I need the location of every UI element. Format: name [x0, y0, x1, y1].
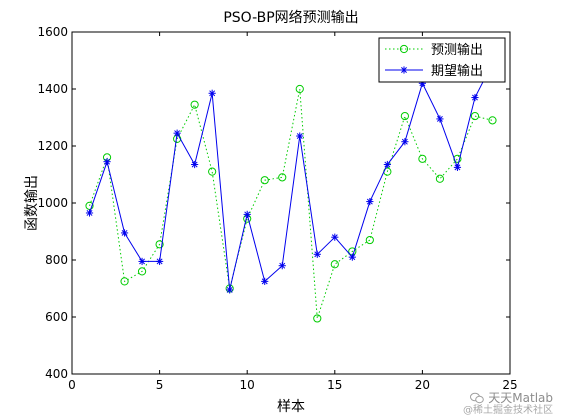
series-2-point — [103, 158, 111, 166]
x-tick-label: 20 — [415, 378, 430, 392]
watermark-brand-row: 天天Matlab — [470, 390, 553, 405]
star-stroke — [244, 211, 251, 218]
star-stroke — [472, 94, 478, 101]
legend-marker-1 — [399, 44, 409, 54]
series-1-point — [435, 174, 445, 183]
axis-ticks: 0 5 10 15 20 25 400 600 800 1000 1200 1400 1600 — [37, 25, 517, 392]
series-1-point — [330, 260, 339, 269]
legend-label-2: 期望输出 — [431, 63, 483, 79]
watermark: 天天Matlab @稀土掘金技术社区 — [463, 390, 553, 416]
star-stroke — [366, 198, 373, 205]
series-1-point — [155, 240, 164, 249]
series-2-point — [331, 233, 339, 241]
x-tick-label: 15 — [327, 378, 342, 392]
series-1-point — [470, 111, 480, 121]
series-2-point — [191, 160, 199, 169]
series-1-point — [137, 267, 147, 276]
star-stroke — [261, 278, 268, 285]
y-tick-label: 1600 — [37, 25, 68, 39]
y-tick-label: 1000 — [37, 196, 68, 210]
series-2-point — [156, 257, 164, 266]
series-2-point — [243, 210, 251, 218]
chart-title: PSO-BP网络预测输出 — [223, 10, 358, 26]
legend-marker-2 — [400, 66, 408, 74]
y-tick-label: 400 — [45, 367, 68, 381]
series-2-point — [401, 138, 409, 146]
series-1-point — [313, 314, 322, 323]
series-2-point — [261, 277, 269, 285]
series-2-point — [138, 257, 146, 266]
series-line-1 — [89, 88, 493, 319]
x-tick-label: 5 — [156, 378, 164, 392]
star-stroke — [86, 210, 93, 216]
series-1-point — [260, 176, 269, 185]
x-tick-label: 0 — [68, 378, 76, 392]
series-2-point — [383, 160, 391, 169]
series-2-point — [278, 262, 286, 270]
star-stroke — [296, 133, 303, 139]
watermark-community: @稀土掘金技术社区 — [463, 405, 553, 416]
x-tick-label: 25 — [502, 378, 517, 392]
series-1-point — [190, 100, 199, 109]
legend-box — [378, 37, 506, 83]
y-tick-label: 1400 — [37, 82, 68, 96]
series-1-point — [208, 167, 217, 176]
y-tick-label: 600 — [45, 310, 68, 324]
watermark-brand: 天天Matlab — [488, 390, 553, 405]
series-1-point — [400, 111, 409, 121]
star-stroke — [279, 262, 286, 269]
y-axis-label: 函数输出 — [24, 175, 40, 231]
star-stroke — [454, 164, 461, 171]
star-stroke — [209, 90, 216, 97]
star-stroke — [174, 130, 181, 137]
series-1-point — [295, 84, 304, 94]
series-2-point — [471, 93, 479, 102]
star-stroke — [191, 161, 198, 168]
series-2-point — [313, 250, 321, 258]
wechat-logo-icon — [470, 393, 485, 404]
series-1-point — [120, 277, 129, 286]
star-stroke — [104, 158, 110, 165]
series-2-point — [208, 89, 216, 97]
series-2-point — [436, 115, 444, 123]
series-2-point — [173, 129, 181, 137]
star-stroke — [156, 258, 163, 265]
star-stroke — [401, 67, 407, 73]
series-1-point — [418, 154, 427, 163]
star-stroke — [314, 251, 321, 258]
series-2-point — [453, 163, 462, 171]
series-1-point — [365, 235, 374, 245]
series-2-point — [226, 286, 234, 294]
y-tick-label: 1200 — [37, 139, 68, 153]
star-stroke — [401, 138, 408, 145]
series-2-point — [85, 209, 94, 217]
series-2-point — [120, 229, 129, 237]
series-2-point — [296, 132, 304, 140]
series-1-point — [278, 173, 287, 182]
star-stroke — [226, 286, 233, 293]
x-tick-label: 10 — [240, 378, 255, 392]
x-axis-label: 样本 — [277, 399, 305, 415]
star-stroke — [121, 229, 128, 236]
star-stroke — [349, 254, 356, 261]
star-stroke — [436, 115, 443, 122]
series-2-point — [348, 253, 356, 261]
star-stroke — [139, 258, 146, 265]
legend-label-1: 预测输出 — [431, 42, 483, 58]
y-tick-label: 800 — [45, 253, 68, 267]
series-2-point — [366, 197, 374, 206]
star-stroke — [331, 234, 338, 241]
series-1-point — [488, 116, 497, 125]
star-stroke — [384, 161, 391, 168]
